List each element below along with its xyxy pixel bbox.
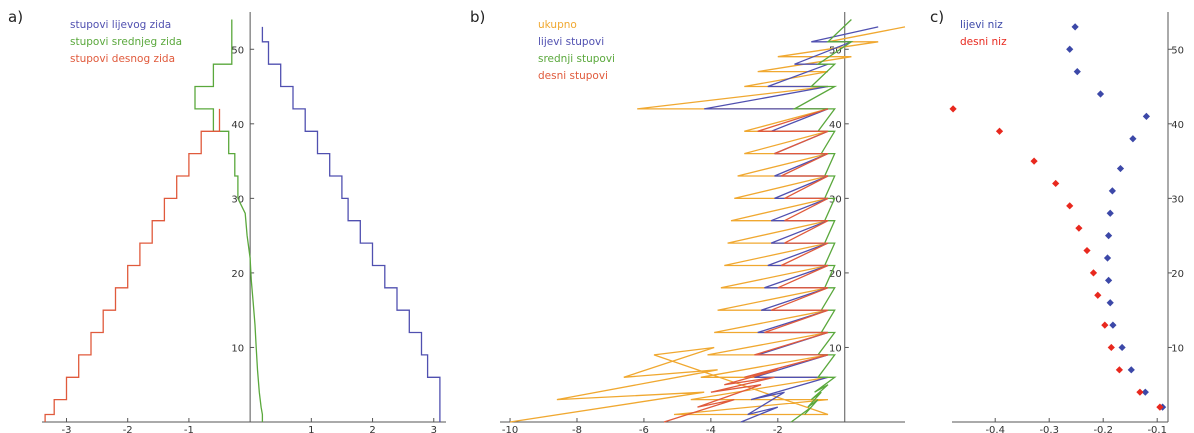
scatter-point [1105, 232, 1113, 240]
x-tick-label: 1 [308, 425, 314, 433]
series-line-1 [261, 26, 441, 422]
series-line-3 [790, 19, 854, 423]
y-tick-label: 20 [1171, 269, 1184, 280]
legend-entry: srednji stupovi [538, 53, 615, 65]
legend-entry: stupovi srednjeg zida [70, 36, 182, 48]
y-tick-label: 40 [1171, 120, 1184, 131]
series-line-2 [704, 26, 879, 423]
legend-entry: stupovi lijevog zida [70, 19, 171, 31]
x-tick-label: -8 [572, 425, 582, 433]
y-tick-label: 50 [231, 45, 244, 56]
y-tick-label: 40 [829, 120, 842, 131]
series-line-3 [44, 108, 221, 422]
scatter-point [1156, 403, 1164, 411]
x-tick-label: -2 [773, 425, 783, 433]
scatter-point [1107, 343, 1115, 352]
scatter-point [1073, 68, 1081, 76]
scatter-point [1118, 343, 1126, 352]
scatter-point [995, 127, 1004, 135]
y-tick-label: 30 [231, 194, 244, 205]
scatter-point [1127, 366, 1135, 374]
x-tick-label: -4 [706, 425, 716, 433]
series-line-1 [509, 26, 906, 423]
scatter-point [1096, 90, 1105, 98]
scatter-point [1089, 269, 1098, 277]
scatter-point [1071, 23, 1079, 31]
x-tick-label: -0.1 [1147, 425, 1167, 433]
y-tick-label: 50 [829, 45, 842, 56]
panel-3: c) -0.4 -0.3 -0.2 -0.1 10 20 30 40 50 lijevi niz de… [930, 8, 1184, 433]
y-tick-label: 30 [1171, 194, 1184, 205]
scatter-point [1136, 388, 1144, 396]
y-tick-label: 10 [829, 343, 842, 354]
panel-label: c) [930, 8, 944, 26]
x-tick-label: -6 [639, 425, 649, 433]
panel-label: a) [8, 8, 23, 26]
y-tick-label: 20 [829, 269, 842, 280]
scatter-point [1030, 157, 1038, 165]
x-tick-label: -2 [123, 425, 133, 433]
y-tick-label: 50 [1171, 45, 1184, 56]
x-tick-label: 3 [431, 425, 437, 433]
panel-1: a) -3 -2 -1 1 2 3 10 20 30 40 50 stupovi lijevog zid… [8, 8, 446, 433]
y-tick-label: 10 [1171, 343, 1184, 354]
y-tick-label: 10 [231, 343, 244, 354]
y-tick-label: 30 [829, 194, 842, 205]
legend-entry: ukupno [538, 19, 577, 31]
scatter-point [1066, 202, 1074, 210]
scatter-point [1101, 321, 1109, 329]
scatter-point [1116, 164, 1125, 173]
scatter-point [1109, 321, 1117, 329]
x-tick-label: -10 [502, 425, 518, 433]
panel-label: b) [470, 8, 485, 26]
scatter-point [1106, 209, 1114, 217]
x-tick-label: -3 [61, 425, 71, 433]
scatter-point [1141, 388, 1149, 396]
legend-entry: lijevi niz [960, 19, 1003, 31]
y-tick-label: 20 [231, 269, 244, 280]
x-tick-label: -0.4 [985, 425, 1005, 433]
scatter-point [1066, 45, 1074, 53]
scatter-point [949, 105, 957, 113]
scatter-point [1075, 224, 1083, 232]
scatter-point [1094, 291, 1102, 299]
series-line-4 [663, 108, 829, 423]
x-tick-label: 2 [369, 425, 375, 433]
x-tick-label: -1 [184, 425, 194, 433]
legend-entry: desni niz [960, 36, 1007, 48]
scatter-point [1106, 299, 1114, 307]
y-tick-label: 40 [231, 120, 244, 131]
x-tick-label: -0.2 [1093, 425, 1113, 433]
scatter-point [1052, 179, 1060, 188]
scatter-point [1083, 246, 1091, 255]
x-tick-label: -0.3 [1039, 425, 1059, 433]
scatter-point [1105, 276, 1113, 284]
scatter-point [1115, 366, 1123, 374]
legend-entry: lijevi stupovi [538, 36, 604, 48]
panel-2: b) -10 -8 -6 -4 -2 10 20 30 40 50 ukupno lijevi stup… [470, 8, 906, 433]
scatter-point [1142, 112, 1150, 120]
scatter-point [1103, 254, 1112, 262]
scatter-point [1108, 187, 1116, 195]
legend-entry: desni stupovi [538, 70, 608, 82]
series-line-2 [194, 19, 264, 422]
scatter-point [1129, 135, 1137, 143]
legend-entry: stupovi desnog zida [70, 53, 175, 65]
